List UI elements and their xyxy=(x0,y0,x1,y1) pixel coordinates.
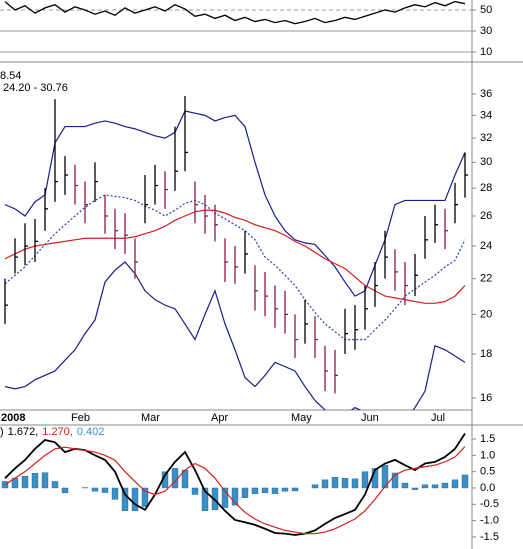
indicator-label: ) 1.672, 1.270, 0.402 xyxy=(0,426,104,438)
y-tick-label: 32 xyxy=(480,132,492,144)
y-tick-label: 50 xyxy=(480,4,492,16)
x-tick-label: May xyxy=(291,412,312,424)
y-tick-label: -0.5 xyxy=(480,498,499,510)
histogram-bar xyxy=(431,484,439,489)
line xyxy=(4,194,466,341)
plot-area xyxy=(4,0,466,25)
line xyxy=(4,0,466,25)
x-tick-label: 2008 xyxy=(1,412,25,424)
histogram-bar xyxy=(391,472,399,489)
histogram-bar xyxy=(221,487,229,508)
y-tick-label: 1.0 xyxy=(480,449,495,461)
histogram-bar xyxy=(281,487,289,492)
plot-area xyxy=(1,432,469,536)
y-tick-label: 24 xyxy=(480,240,492,252)
y-tick-label: 0.0 xyxy=(480,482,495,494)
line xyxy=(4,110,466,297)
y-tick-label: 22 xyxy=(480,273,492,285)
indicator-value: 1.270, xyxy=(42,426,73,438)
y-tick-label: 20 xyxy=(480,308,492,320)
y-tick-label: 30 xyxy=(480,25,492,37)
y-tick-label: 0.5 xyxy=(480,466,495,478)
line xyxy=(4,261,466,410)
histogram-bar xyxy=(441,482,449,489)
line xyxy=(4,209,466,304)
plot-area xyxy=(4,96,468,410)
histogram-bar xyxy=(141,487,149,507)
histogram-bar xyxy=(321,479,329,489)
histogram-bar xyxy=(401,482,409,489)
indicator-value: 1.672, xyxy=(8,426,39,438)
histogram-bar xyxy=(411,487,419,490)
indicator-value: ) xyxy=(0,426,4,438)
histogram-bar xyxy=(21,476,29,489)
histogram-bar xyxy=(251,487,259,495)
histogram-bar xyxy=(421,484,429,489)
histogram-bar xyxy=(351,478,359,489)
histogram-bar xyxy=(51,481,59,489)
legend-annotation: 24.20 - 30.76 xyxy=(3,82,68,94)
histogram-bar xyxy=(381,464,389,489)
histogram-bar xyxy=(41,472,49,489)
y-tick-label: 16 xyxy=(480,392,492,404)
histogram-bar xyxy=(191,487,199,495)
y-tick-label: 18 xyxy=(480,348,492,360)
histogram-bar xyxy=(331,477,339,489)
histogram-bar xyxy=(311,484,319,489)
y-tick-label: 30 xyxy=(480,156,492,168)
x-tick-label: Jun xyxy=(361,412,379,424)
y-tick-label: 28 xyxy=(480,182,492,194)
histogram-bar xyxy=(201,487,209,512)
x-tick-label: Apr xyxy=(211,412,228,424)
histogram-bar xyxy=(121,487,129,512)
x-tick-label: Jul xyxy=(431,412,445,424)
y-tick-label: 1.5 xyxy=(480,433,495,445)
histogram-bar xyxy=(261,487,269,494)
histogram-bar xyxy=(91,487,99,492)
indicator-value: 0.402 xyxy=(77,426,105,438)
histogram-bar xyxy=(101,487,109,493)
histogram-bar xyxy=(341,477,349,489)
y-tick-label: 36 xyxy=(480,88,492,100)
histogram-bar xyxy=(241,487,249,498)
y-tick-label: 34 xyxy=(480,109,492,121)
histogram-bar xyxy=(451,479,459,489)
histogram-bar xyxy=(231,487,239,506)
x-tick-label: Mar xyxy=(141,412,160,424)
histogram-bar xyxy=(131,487,139,512)
histogram-bar xyxy=(361,471,369,489)
histogram-bar xyxy=(111,487,119,500)
histogram-bar xyxy=(291,487,299,492)
x-tick-label: Feb xyxy=(71,412,90,424)
y-tick-label: 10 xyxy=(480,46,492,58)
legend-annotation: 8.54 xyxy=(0,70,21,82)
histogram-bar xyxy=(271,487,279,495)
y-tick-label: -1.5 xyxy=(480,531,499,543)
histogram-bar xyxy=(61,487,69,494)
y-tick-label: 26 xyxy=(480,210,492,222)
histogram-bar xyxy=(31,473,39,489)
line xyxy=(4,446,466,535)
histogram-bar xyxy=(461,474,469,489)
y-tick-label: -1.0 xyxy=(480,515,499,527)
